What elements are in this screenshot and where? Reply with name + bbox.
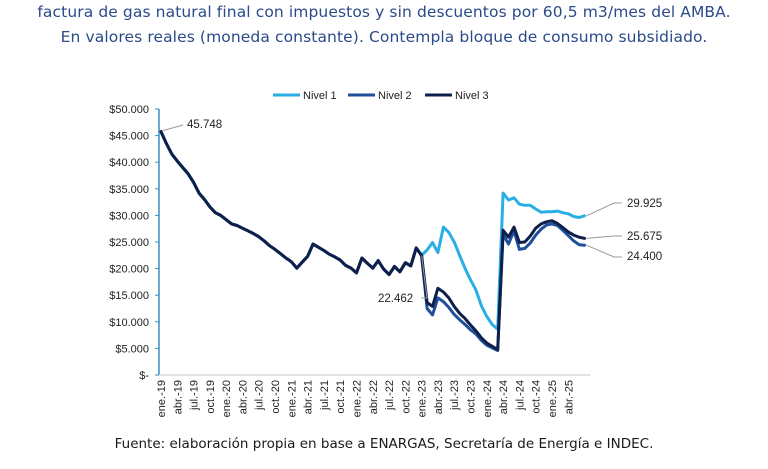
- y-axis: $- $5.000 $10.000 $15.000 $20.000 $25.000 $30.…: [109, 104, 160, 382]
- y-tick-label: $-: [139, 370, 149, 382]
- x-tick-label: jul.-24: [514, 380, 526, 411]
- source-note: Fuente: elaboración propia en base a ENA…: [114, 436, 654, 452]
- x-tick-label: abr.-22: [368, 380, 380, 414]
- y-tick-label: $50.000: [109, 104, 149, 116]
- x-tick-label: ene.-25: [547, 380, 559, 417]
- x-tick-label: jul.-23: [449, 380, 461, 411]
- x-tick-label: abr.-23: [433, 380, 445, 414]
- y-tick-label: $30.000: [109, 210, 149, 222]
- annotation-label: 29.925: [627, 198, 662, 210]
- y-tick-label: $20.000: [109, 264, 149, 276]
- annotation-leader: [421, 255, 428, 299]
- y-tick-label: $5.000: [115, 343, 149, 355]
- annotation-leader: [162, 124, 184, 132]
- x-tick-label: abr.-19: [172, 380, 184, 414]
- x-tick-label: jul.-21: [319, 380, 331, 411]
- x-tick-label: ene.-24: [482, 380, 494, 417]
- series-lines: [159, 130, 586, 352]
- x-tick-label: oct.-19: [205, 380, 217, 414]
- legend-label: Nivel 3: [455, 90, 489, 102]
- chart-title-line-2: En valores reales (moneda constante). Co…: [60, 28, 708, 46]
- x-tick-label: oct.-22: [400, 380, 412, 414]
- x-tick-label: oct.-21: [335, 380, 347, 414]
- x-tick-label: oct.-24: [531, 380, 543, 414]
- annotation-label: 25.675: [627, 231, 662, 243]
- legend: Nivel 1 Nivel 2 Nivel 3: [273, 90, 489, 102]
- annotation-leader: [586, 235, 622, 239]
- series-line-nivel-1: [159, 130, 586, 331]
- x-tick-label: ene.-23: [417, 380, 429, 417]
- series-line-nivel-3: [159, 130, 586, 351]
- annotations: 45.748 22.462 29.925 25.675 24.400: [162, 119, 662, 305]
- annotation-label: 24.400: [627, 251, 662, 263]
- x-tick-label: oct.-20: [270, 380, 282, 414]
- y-tick-label: $45.000: [109, 131, 149, 143]
- chart-title-line-1: factura de gas natural final con impuest…: [37, 3, 731, 21]
- x-tick-label: ene.-20: [221, 380, 233, 417]
- x-tick-label: jul.-22: [384, 380, 396, 411]
- annotation-label: 45.748: [187, 119, 222, 131]
- legend-label: Nivel 1: [303, 90, 337, 102]
- annotation-label: 22.462: [378, 293, 413, 305]
- x-tick-label: abr.-25: [563, 380, 575, 414]
- x-tick-label: abr.-21: [303, 380, 315, 414]
- x-tick-label: abr.-24: [498, 380, 510, 414]
- y-tick-label: $35.000: [109, 184, 149, 196]
- x-tick-label: ene.-22: [351, 380, 363, 417]
- x-axis: ene.-19 abr.-19 jul.-19 oct.-19 ene.-20 abr.-…: [156, 374, 591, 417]
- annotation-leader: [586, 202, 622, 217]
- x-tick-label: jul.-20: [254, 380, 266, 411]
- x-tick-label: oct.-23: [466, 380, 478, 414]
- x-tick-label: ene.-19: [156, 380, 168, 417]
- y-tick-label: $25.000: [109, 237, 149, 249]
- annotation-leader: [586, 244, 622, 258]
- y-tick-label: $40.000: [109, 157, 149, 169]
- x-tick-label: jul.-19: [189, 380, 201, 411]
- y-tick-label: $15.000: [109, 290, 149, 302]
- y-tick-label: $10.000: [109, 317, 149, 329]
- legend-label: Nivel 2: [378, 90, 412, 102]
- x-tick-label: abr.-20: [237, 380, 249, 414]
- x-tick-label: ene.-21: [286, 380, 298, 417]
